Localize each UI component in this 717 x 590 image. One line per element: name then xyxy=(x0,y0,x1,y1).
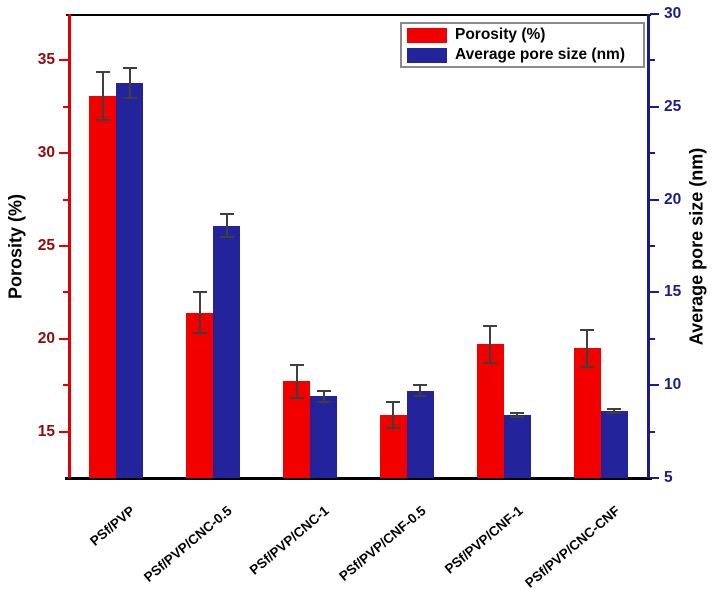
left-axis-minor-tick xyxy=(63,291,68,294)
error-bar-line xyxy=(322,390,325,402)
error-bar-cap-bottom xyxy=(386,426,401,429)
error-bar-cap-top xyxy=(483,324,498,327)
right-axis-major-tick xyxy=(650,384,659,387)
error-bar-cap-bottom xyxy=(510,415,525,418)
left-axis-tick-label: 30 xyxy=(37,144,55,162)
error-bar-line xyxy=(295,364,298,399)
error-bar-cap-bottom xyxy=(316,400,331,403)
error-bar-line xyxy=(489,325,492,363)
bar-pore-size xyxy=(600,411,628,478)
error-bar-cap-top xyxy=(386,400,401,403)
plot-top-border xyxy=(66,14,651,16)
error-bar-cap-bottom xyxy=(413,395,428,398)
error-bar-cap-bottom xyxy=(289,397,304,400)
right-axis-tick-label: 15 xyxy=(664,283,682,301)
x-axis-line xyxy=(65,477,652,480)
bar-pore-size xyxy=(406,390,434,478)
right-axis-major-tick xyxy=(650,105,659,108)
error-bar-line xyxy=(613,409,616,414)
right-axis-minor-tick xyxy=(650,59,655,62)
error-bar-line xyxy=(392,401,395,428)
bar-pore-size xyxy=(310,396,338,478)
right-axis-tick-label: 5 xyxy=(664,469,673,486)
right-axis-title: Average pore size (nm) xyxy=(686,147,707,346)
y-axis-left-line xyxy=(68,14,71,478)
right-axis-minor-tick xyxy=(650,152,655,155)
bar-porosity xyxy=(89,95,117,478)
left-axis-tick-label: 20 xyxy=(37,329,55,347)
error-bar-line xyxy=(198,292,201,334)
bar-porosity xyxy=(476,344,504,478)
left-axis-minor-tick xyxy=(63,384,68,387)
right-axis-major-tick xyxy=(650,291,659,294)
error-bar-cap-top xyxy=(510,412,525,415)
right-axis-major-tick xyxy=(650,477,659,479)
right-axis-tick-label: 10 xyxy=(664,376,682,394)
bar-porosity xyxy=(186,312,214,478)
right-axis-minor-tick xyxy=(650,337,655,340)
error-bar-cap-bottom xyxy=(483,361,498,364)
error-bar-cap-bottom xyxy=(607,412,622,415)
left-axis-tick-label: 15 xyxy=(37,422,55,440)
error-bar-line xyxy=(586,329,589,367)
error-bar-line xyxy=(101,71,104,120)
error-bar-cap-bottom xyxy=(580,365,595,368)
right-axis-minor-tick xyxy=(650,245,655,247)
error-bar-cap-top xyxy=(192,291,207,294)
error-bar-cap-top xyxy=(95,70,110,73)
legend-item-porosity: Porosity (%) xyxy=(407,26,638,44)
error-bar-cap-bottom xyxy=(219,235,234,238)
error-bar-line xyxy=(516,413,519,417)
bar-pore-size xyxy=(116,82,144,478)
left-axis-major-tick xyxy=(59,430,68,433)
error-bar-cap-top xyxy=(316,389,331,392)
left-axis-tick-label: 35 xyxy=(37,51,55,69)
legend-swatch-porosity xyxy=(407,27,447,43)
bar-pore-size xyxy=(503,414,531,478)
error-bar-line xyxy=(225,214,228,237)
right-axis-tick-label: 20 xyxy=(664,190,682,208)
legend-item-pore-size: Average pore size (nm) xyxy=(407,46,638,64)
y-axis-right-line xyxy=(647,14,650,478)
left-axis-tick-label: 25 xyxy=(37,237,55,254)
error-bar-cap-top xyxy=(413,384,428,387)
error-bar-cap-top xyxy=(607,408,622,411)
error-bar-cap-bottom xyxy=(122,96,137,99)
left-axis-major-tick xyxy=(59,245,68,247)
x-axis-category-label: PSf/PVP xyxy=(87,503,139,549)
error-bar-cap-bottom xyxy=(192,332,207,335)
error-bar-cap-top xyxy=(122,66,137,69)
error-bar-cap-top xyxy=(580,328,595,331)
right-axis-tick-label: 25 xyxy=(664,97,682,115)
right-axis-tick-label: 30 xyxy=(664,5,682,22)
error-bar-line xyxy=(419,385,422,397)
left-axis-major-tick xyxy=(59,152,68,155)
legend-swatch-pore-size xyxy=(407,47,447,63)
left-axis-minor-tick xyxy=(63,198,68,201)
error-bar-cap-top xyxy=(289,363,304,366)
error-bar-line xyxy=(128,67,131,98)
left-axis-minor-tick xyxy=(63,105,68,108)
error-bar-cap-bottom xyxy=(95,118,110,121)
legend-label-porosity: Porosity (%) xyxy=(455,26,546,43)
right-axis-minor-tick xyxy=(650,430,655,433)
bar-pore-size xyxy=(213,225,241,478)
error-bar-cap-top xyxy=(219,213,234,216)
bar-porosity xyxy=(573,348,601,478)
right-axis-major-tick xyxy=(650,13,659,15)
left-axis-major-tick xyxy=(59,337,68,340)
left-axis-major-tick xyxy=(59,59,68,62)
legend: Porosity (%) Average pore size (nm) xyxy=(400,22,645,68)
legend-label-pore-size: Average pore size (nm) xyxy=(455,46,625,63)
right-axis-major-tick xyxy=(650,198,659,201)
